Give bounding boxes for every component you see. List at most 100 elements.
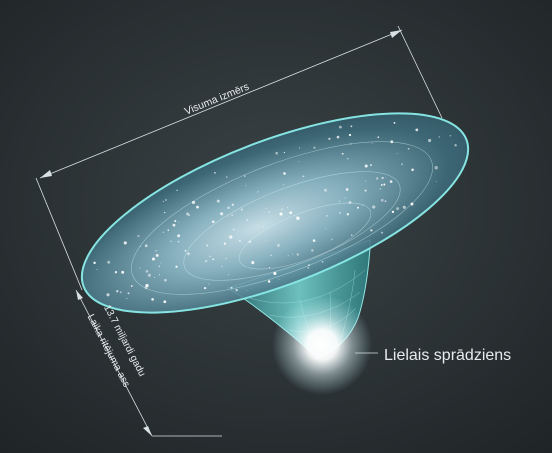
star [307, 267, 309, 269]
star [347, 157, 349, 160]
star [244, 175, 246, 177]
star [155, 250, 157, 252]
star [396, 153, 398, 154]
star [127, 292, 130, 295]
star [275, 151, 279, 155]
star [344, 197, 346, 199]
star [362, 204, 364, 206]
star [383, 183, 386, 186]
star [321, 260, 324, 263]
star [379, 188, 381, 190]
star [434, 166, 438, 170]
star [312, 239, 316, 242]
stars [93, 122, 457, 304]
arrowhead-left [40, 170, 52, 178]
star [391, 210, 395, 214]
star [187, 252, 190, 256]
star [205, 259, 208, 263]
star [145, 270, 149, 273]
star [106, 293, 110, 297]
star [277, 244, 280, 247]
star [184, 249, 187, 252]
star [230, 286, 233, 289]
star [393, 122, 396, 124]
star [331, 238, 333, 241]
star [228, 274, 230, 276]
star [338, 200, 341, 202]
star [93, 261, 96, 265]
star [339, 125, 342, 129]
star [238, 239, 241, 242]
star [289, 211, 293, 215]
star [226, 176, 228, 178]
arrowhead-right [390, 30, 402, 38]
star [336, 135, 340, 139]
star [151, 298, 154, 301]
star [137, 235, 140, 238]
star [396, 207, 400, 211]
universe-size-arrow-line [39, 29, 403, 179]
star [232, 228, 235, 231]
star [227, 206, 230, 210]
star [170, 240, 172, 242]
star [370, 164, 372, 167]
star [296, 253, 299, 256]
star [126, 297, 128, 300]
star [178, 221, 180, 223]
star [268, 211, 270, 213]
star [311, 249, 314, 252]
star [381, 176, 384, 180]
star [341, 152, 344, 155]
star [221, 266, 223, 267]
star [287, 255, 289, 257]
star [231, 203, 234, 206]
universe-disk [80, 112, 470, 314]
star [162, 231, 164, 233]
star [328, 137, 331, 140]
star [279, 212, 283, 216]
star [325, 228, 327, 230]
star [212, 258, 214, 261]
star [415, 128, 419, 132]
star [372, 205, 376, 209]
star [155, 253, 159, 257]
star [172, 223, 176, 227]
star [151, 257, 156, 261]
star [449, 135, 452, 137]
star [411, 168, 414, 172]
star [324, 188, 327, 192]
star [227, 215, 229, 217]
star [390, 140, 394, 144]
star [163, 300, 167, 304]
star [246, 290, 248, 291]
star [175, 265, 178, 268]
star [177, 240, 180, 243]
star [313, 146, 316, 149]
star [214, 171, 216, 174]
star [283, 151, 286, 154]
star [349, 143, 352, 145]
star [245, 184, 247, 186]
dimension-lines [35, 25, 443, 437]
star [345, 188, 349, 191]
star [229, 235, 233, 239]
star [402, 205, 406, 209]
star [216, 199, 220, 203]
star [204, 261, 206, 263]
star [348, 133, 352, 137]
star [114, 271, 118, 274]
star [364, 164, 368, 168]
star [246, 219, 249, 221]
star [209, 255, 212, 258]
star [346, 213, 350, 216]
star [167, 229, 170, 231]
star [107, 260, 111, 264]
star [164, 211, 166, 214]
star [265, 239, 267, 241]
star [208, 283, 210, 285]
star [371, 142, 373, 144]
star [269, 267, 271, 269]
arrowhead-bottom [143, 426, 152, 436]
